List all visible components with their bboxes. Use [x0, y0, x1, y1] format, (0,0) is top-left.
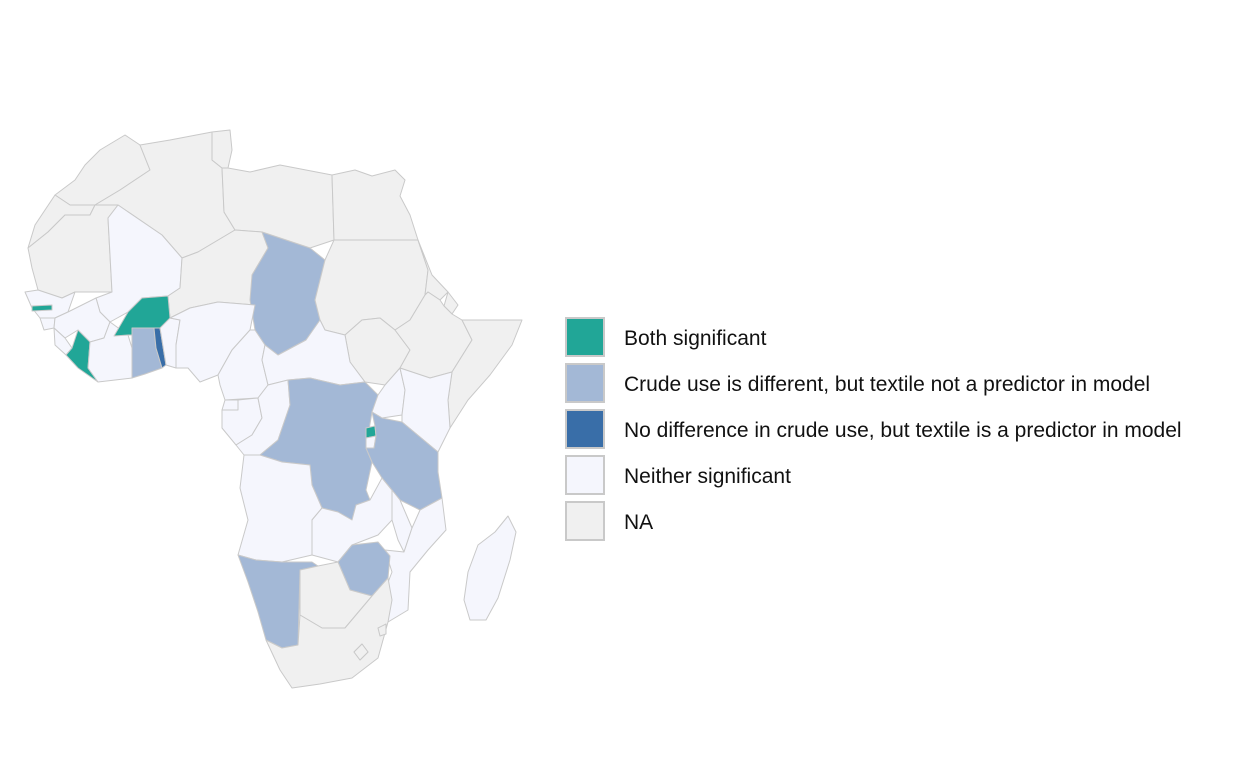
- country-egypt: [331, 169, 419, 241]
- country-namibia: [237, 554, 319, 649]
- country-tunisia: [211, 129, 233, 169]
- country-eswatini: [377, 623, 387, 637]
- legend-label: NA: [624, 511, 654, 534]
- country-equatorial-guinea: [221, 399, 239, 411]
- legend-label: Crude use is different, but textile not …: [624, 373, 1151, 396]
- legend-label: No difference in crude use, but textile …: [624, 419, 1182, 442]
- country-angola: [237, 454, 323, 563]
- legend-swatch-na: [565, 501, 605, 541]
- legend-swatch-both: [565, 317, 605, 357]
- country-somalia: [447, 319, 523, 429]
- legend-swatch-neither: [565, 455, 605, 495]
- legend-swatch-textile: [565, 409, 605, 449]
- country-madagascar: [463, 515, 517, 621]
- legend-label: Neither significant: [624, 465, 791, 488]
- legend-swatch-crude: [565, 363, 605, 403]
- legend-label: Both significant: [624, 327, 767, 350]
- country-gambia: [31, 304, 53, 312]
- country-togo: [153, 327, 167, 369]
- country-guinea-bissau: [39, 317, 56, 331]
- country-lesotho: [353, 643, 369, 661]
